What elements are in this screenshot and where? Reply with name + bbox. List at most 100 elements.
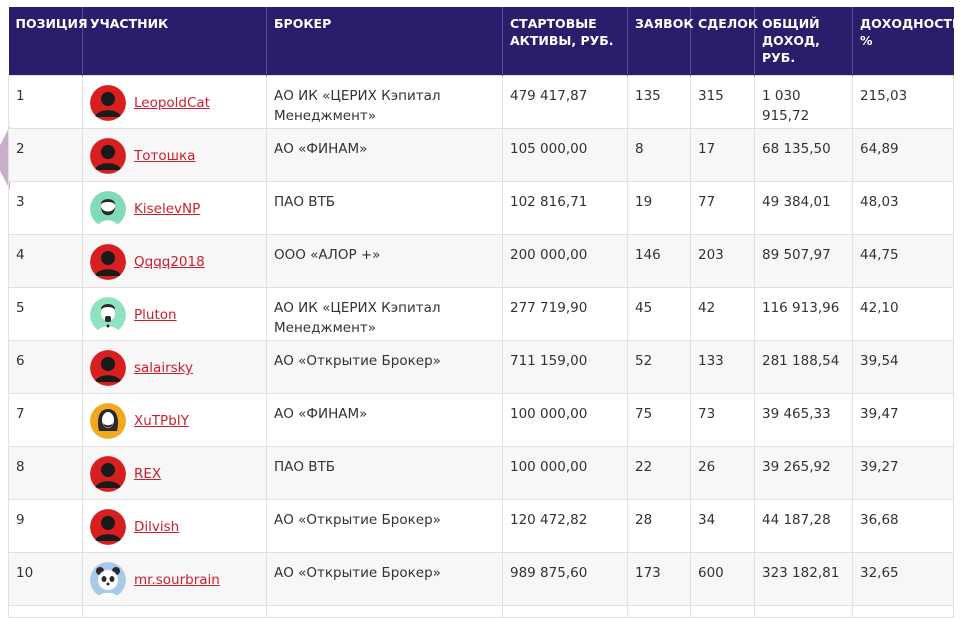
table-header-row: ПОЗИЦИЯ УЧАСТНИК БРОКЕР СТАРТОВЫЕ АКТИВЫ… [8,7,961,76]
default-avatar-icon[interactable] [90,350,126,386]
col-header-yield[interactable]: ДОХОДНОСТЬ, % [852,7,961,76]
table-row-partial [8,605,954,618]
cell-income: 49 384,01 [754,181,853,235]
col-header-total-income[interactable]: ОБЩИЙ ДОХОД, РУБ. [754,7,853,76]
cell-deals: 73 [690,393,755,447]
cell-orders: 8 [627,128,691,182]
cell-broker: ПАО ВТБ [266,446,503,500]
col-header-participant[interactable]: УЧАСТНИК [82,7,267,76]
long-hair-avatar-icon[interactable] [90,403,126,439]
cell-participant: LeopoldCat [82,75,267,129]
cell-orders: 146 [627,234,691,288]
participant-link[interactable]: mr.sourbrain [134,572,220,588]
cell-deals: 26 [690,446,755,500]
table-row: 9 Dilvish АО «Открытие Брокер» 120 472,8… [8,499,954,553]
participant-link[interactable]: KiselevNP [134,201,201,217]
cell-start-assets: 100 000,00 [502,446,628,500]
cell-orders: 75 [627,393,691,447]
cell-position: 9 [8,499,83,553]
cell-yield: 215,03 [852,75,954,129]
default-avatar-icon[interactable] [90,456,126,492]
participant-link[interactable]: REX [134,466,162,482]
cell-orders: 173 [627,552,691,606]
default-avatar-icon[interactable] [90,244,126,280]
col-header-position[interactable]: ПОЗИЦИЯ [8,7,88,76]
cell-position: 10 [8,552,83,606]
table-row: 3 KiselevNP ПАО ВТБ 102 816,71 19 77 49 … [8,181,954,235]
cell-income: 44 187,28 [754,499,853,553]
cell-broker: АО «Открытие Брокер» [266,552,503,606]
cell-participant: KiselevNP [82,181,267,235]
cell-yield: 42,10 [852,287,954,341]
cell-position: 3 [8,181,83,235]
cell-broker: АО «ФИНАМ» [266,128,503,182]
participant-link[interactable]: Тотошка [134,148,196,164]
participant-link[interactable]: Qqqq2018 [134,254,205,270]
cell-yield: 48,03 [852,181,954,235]
cell-position: 7 [8,393,83,447]
default-avatar-icon[interactable] [90,509,126,545]
cell-broker: АО ИК «ЦЕРИХ Кэпитал Менеджмент» [266,75,503,129]
cell-position: 2 [8,128,83,182]
cell-deals: 17 [690,128,755,182]
cell-position: 8 [8,446,83,500]
cell-position: 1 [8,75,83,129]
default-avatar-icon[interactable] [90,85,126,121]
cell-income: 39 265,92 [754,446,853,500]
cell-start-assets: 100 000,00 [502,393,628,447]
cell-yield: 39,47 [852,393,954,447]
participant-link[interactable]: LeopoldCat [134,95,210,111]
cell-yield: 39,54 [852,340,954,394]
table-row: 1 LeopoldCat АО ИК «ЦЕРИХ Кэпитал Менедж… [8,75,954,129]
cell-start-assets: 105 000,00 [502,128,628,182]
default-avatar-icon[interactable] [90,138,126,174]
table-row: 7 XuTPbIY АО «ФИНАМ» 100 000,00 75 73 39… [8,393,954,447]
cell-participant: XuTPbIY [82,393,267,447]
cell-deals: 133 [690,340,755,394]
cell-income: 39 465,33 [754,393,853,447]
cell-participant: Тотошка [82,128,267,182]
panda-avatar-icon[interactable] [90,562,126,598]
cell-orders: 45 [627,287,691,341]
cell-participant: Qqqq2018 [82,234,267,288]
cell-orders: 135 [627,75,691,129]
cell-deals: 34 [690,499,755,553]
cell-start-assets: 479 417,87 [502,75,628,129]
col-header-deals[interactable]: СДЕЛОК [690,7,758,76]
cell-participant: Pluton [82,287,267,341]
col-header-start-assets[interactable]: СТАРТОВЫЕ АКТИВЫ, РУБ. [502,7,628,76]
table-row: 2 Тотошка АО «ФИНАМ» 105 000,00 8 17 68 … [8,128,954,182]
table-row: 6 salairsky АО «Открытие Брокер» 711 159… [8,340,954,394]
cell-orders: 19 [627,181,691,235]
cell-start-assets: 120 472,82 [502,499,628,553]
cell-start-assets: 102 816,71 [502,181,628,235]
cell-position: 4 [8,234,83,288]
bearded-man-avatar-icon[interactable] [90,191,126,227]
table-row: 10 mr.sourbrain АО «Открытие Брокер» 989… [8,552,954,606]
participant-link[interactable]: salairsky [134,360,193,376]
cell-deals: 203 [690,234,755,288]
cell-orders: 52 [627,340,691,394]
side-decor-tab [0,126,10,190]
goatee-man-avatar-icon[interactable] [90,297,126,333]
participant-link[interactable]: Dilvish [134,519,180,535]
cell-income: 323 182,81 [754,552,853,606]
cell-yield: 36,68 [852,499,954,553]
cell-start-assets: 200 000,00 [502,234,628,288]
cell-position: 5 [8,287,83,341]
cell-broker: АО «ФИНАМ» [266,393,503,447]
participant-link[interactable]: XuTPbIY [134,413,189,429]
cell-deals: 77 [690,181,755,235]
cell-income: 68 135,50 [754,128,853,182]
participant-link[interactable]: Pluton [134,307,177,323]
cell-income: 116 913,96 [754,287,853,341]
cell-broker: АО «Открытие Брокер» [266,340,503,394]
cell-broker: ООО «АЛОР +» [266,234,503,288]
cell-income: 89 507,97 [754,234,853,288]
cell-broker: ПАО ВТБ [266,181,503,235]
col-header-broker[interactable]: БРОКЕР [266,7,503,76]
cell-participant: mr.sourbrain [82,552,267,606]
col-header-orders[interactable]: ЗАЯВОК [627,7,694,76]
cell-yield: 32,65 [852,552,954,606]
cell-orders: 28 [627,499,691,553]
